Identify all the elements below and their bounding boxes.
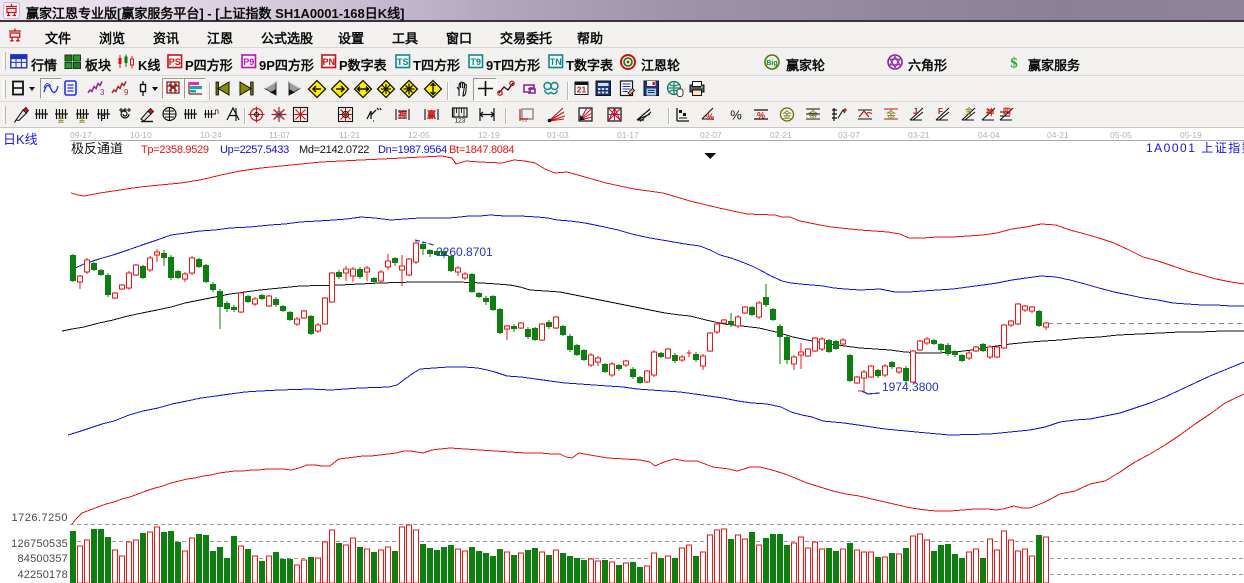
svg-text:极反通道: 极反通道 <box>71 141 123 156</box>
svg-text:21: 21 <box>577 85 587 95</box>
svg-text:2260.8701: 2260.8701 <box>436 245 493 259</box>
svg-text:42250178: 42250178 <box>17 569 68 581</box>
svg-text:四: 四 <box>1003 107 1011 116</box>
svg-text:TS: TS <box>397 57 409 67</box>
svg-text:Up=2257.5433: Up=2257.5433 <box>220 144 289 156</box>
svg-text:PS: PS <box>169 57 181 67</box>
svg-text:05-05: 05-05 <box>1110 130 1132 140</box>
svg-text:02-07: 02-07 <box>700 130 722 140</box>
svg-text:神: 神 <box>986 107 994 117</box>
svg-text:F: F <box>938 107 943 116</box>
svg-text:09-17: 09-17 <box>70 130 92 140</box>
svg-text:11-21: 11-21 <box>339 130 360 140</box>
svg-text:%: % <box>730 108 742 123</box>
svg-text:F: F <box>101 114 106 123</box>
svg-text:11-07: 11-07 <box>269 130 290 140</box>
svg-text:12-05: 12-05 <box>408 130 430 140</box>
svg-text:1A0001 上证指数: 1A0001 上证指数 <box>1146 140 1244 155</box>
svg-text:$: $ <box>1010 56 1018 71</box>
svg-text:金: 金 <box>79 115 86 123</box>
svg-text:日K线: 日K线 <box>3 132 38 147</box>
svg-text:04-21: 04-21 <box>1047 130 1069 140</box>
svg-text:03-07: 03-07 <box>838 130 860 140</box>
svg-text:3: 3 <box>100 88 104 97</box>
svg-text:金: 金 <box>965 106 973 116</box>
svg-text:03-21: 03-21 <box>908 130 930 140</box>
svg-text:%: % <box>706 112 714 122</box>
svg-text:Bt=1847.8084: Bt=1847.8084 <box>449 144 514 156</box>
svg-text:10-10: 10-10 <box>130 130 152 140</box>
svg-text:1726.7250: 1726.7250 <box>12 512 69 524</box>
svg-text:12-19: 12-19 <box>478 130 500 140</box>
svg-text:TN: TN <box>550 57 562 67</box>
svg-text:02-21: 02-21 <box>770 130 792 140</box>
svg-text:Tp=2358.9529: Tp=2358.9529 <box>141 144 209 156</box>
svg-text:Md=2142.0722: Md=2142.0722 <box>299 144 369 156</box>
svg-text:10-24: 10-24 <box>200 130 222 140</box>
svg-text:金: 金 <box>58 115 65 123</box>
svg-text:84500357: 84500357 <box>17 553 68 565</box>
svg-text:PN: PN <box>323 57 336 67</box>
svg-text:n²: n² <box>215 107 220 116</box>
svg-text:01-17: 01-17 <box>617 130 639 140</box>
svg-text:01-03: 01-03 <box>547 130 569 140</box>
svg-text:Big: Big <box>766 60 777 67</box>
svg-text:T9: T9 <box>471 57 482 67</box>
svg-text:P9: P9 <box>243 57 254 67</box>
svg-text:Dn=1987.9564: Dn=1987.9564 <box>378 144 447 156</box>
svg-text:金: 金 <box>808 109 818 122</box>
svg-text:神: 神 <box>398 109 407 120</box>
svg-text:9: 9 <box>124 88 128 97</box>
svg-text:金: 金 <box>782 109 791 120</box>
svg-text:126750535: 126750535 <box>11 538 68 550</box>
svg-text:J: J <box>913 107 917 116</box>
svg-text:123: 123 <box>455 118 466 124</box>
svg-text:%: % <box>757 111 765 121</box>
svg-text:05-19: 05-19 <box>1180 130 1202 140</box>
svg-text:金: 金 <box>886 109 896 122</box>
svg-text:04-04: 04-04 <box>978 130 1000 140</box>
svg-text:1974.3800: 1974.3800 <box>882 380 939 394</box>
svg-text:赢: 赢 <box>427 109 436 120</box>
